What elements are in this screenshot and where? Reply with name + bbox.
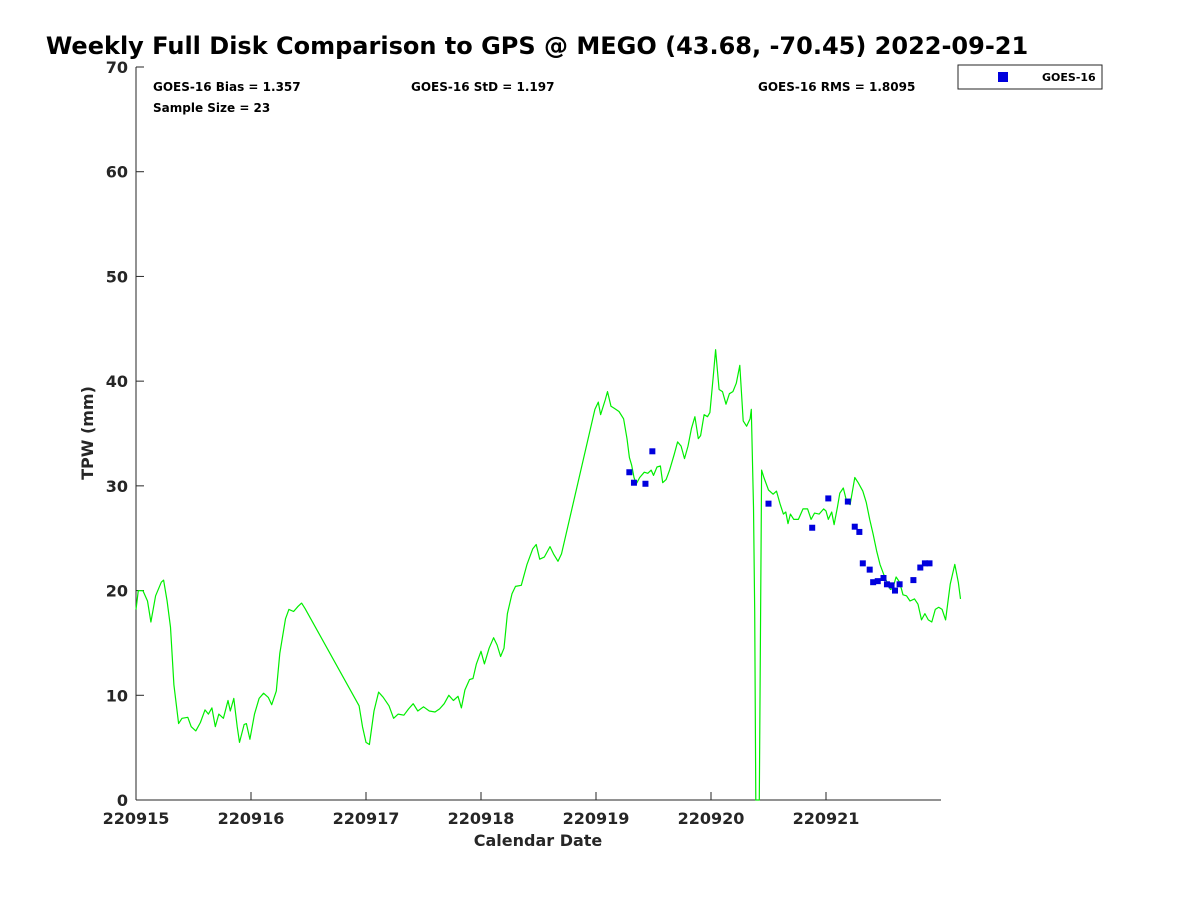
gps-series — [135, 349, 962, 801]
x-tick-label: 220918 — [448, 809, 515, 828]
goes16-point — [844, 498, 851, 505]
goes16-point — [825, 495, 832, 502]
x-axis-label: Calendar Date — [474, 831, 603, 850]
gps-line — [135, 349, 962, 801]
axes — [135, 67, 941, 801]
goes16-point — [921, 560, 928, 567]
x-tick-label: 220915 — [103, 809, 170, 828]
legend-box — [957, 64, 1103, 90]
x-tick-label: 220919 — [563, 809, 630, 828]
goes16-point — [926, 560, 933, 567]
goes16-point — [870, 579, 877, 586]
y-ticks: 0 10 20 30 40 50 60 70 — [106, 58, 144, 810]
goes16-point — [809, 524, 816, 531]
goes16-point — [917, 564, 924, 571]
goes16-series — [626, 448, 933, 594]
y-axis-label: TPW (mm) — [78, 386, 97, 480]
y-tick-label: 50 — [106, 267, 128, 286]
goes16-point — [866, 566, 873, 573]
x-tick-label: 220917 — [333, 809, 400, 828]
sample-size-stat: Sample Size = 23 — [153, 101, 270, 115]
std-stat: GOES-16 StD = 1.197 — [411, 80, 554, 94]
rms-stat: GOES-16 RMS = 1.8095 — [758, 80, 915, 94]
goes16-point — [649, 448, 656, 455]
goes16-point — [626, 469, 633, 476]
x-tick-label: 220920 — [678, 809, 745, 828]
y-tick-label: 20 — [106, 582, 128, 601]
legend-marker-goes16 — [998, 72, 1008, 82]
y-tick-label: 30 — [106, 477, 128, 496]
goes16-point — [851, 523, 858, 530]
goes16-point — [892, 587, 898, 594]
chart-title: Weekly Full Disk Comparison to GPS @ MEG… — [46, 32, 1028, 60]
goes16-point — [874, 578, 881, 585]
y-tick-label: 10 — [106, 686, 128, 705]
goes16-point — [765, 500, 772, 507]
goes16-point — [896, 581, 903, 588]
y-tick-label: 70 — [106, 58, 128, 77]
goes16-point — [880, 575, 887, 582]
goes16-point — [910, 577, 917, 584]
y-tick-label: 60 — [106, 163, 128, 182]
legend-label-goes16: GOES-16 — [1042, 71, 1096, 84]
x-tick-label: 220916 — [218, 809, 285, 828]
goes16-point — [630, 479, 637, 486]
goes16-point — [642, 480, 649, 487]
x-tick-label: 220921 — [793, 809, 860, 828]
y-tick-label: 40 — [106, 372, 128, 391]
goes16-point — [888, 582, 895, 589]
goes16-point — [883, 581, 890, 588]
goes16-point — [856, 528, 863, 535]
bias-stat: GOES-16 Bias = 1.357 — [153, 80, 301, 94]
x-ticks: 220915 220916 220917 220918 220919 220920 2209… — [103, 792, 860, 828]
y-tick-label: 0 — [117, 791, 128, 810]
goes16-point — [859, 560, 866, 567]
legend: GOES-16 — [957, 64, 1103, 90]
